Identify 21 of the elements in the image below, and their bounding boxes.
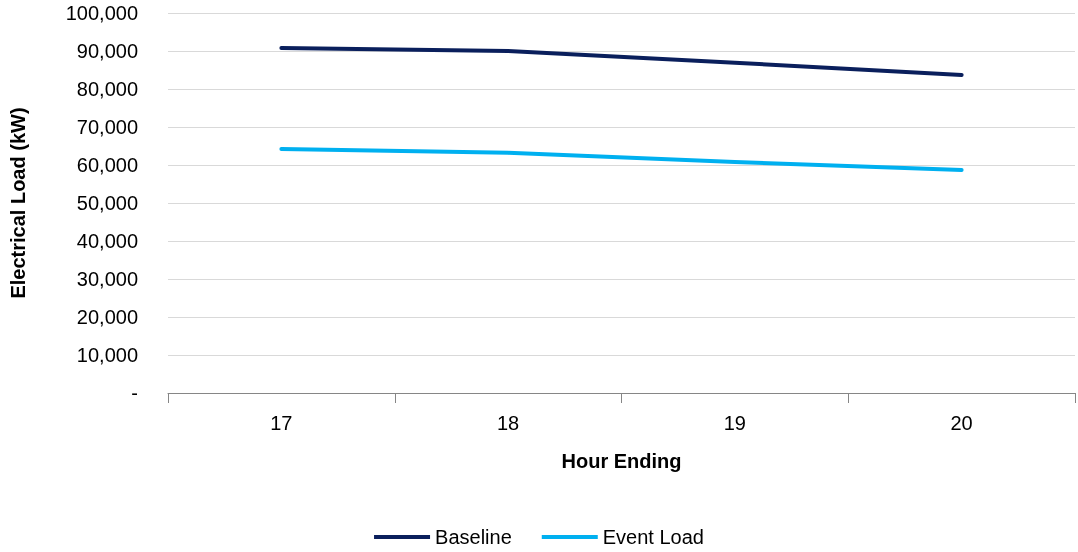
x-tick-label: 18 — [497, 412, 520, 434]
x-tick-label: 20 — [950, 412, 973, 434]
y-tick-label: 70,000 — [76, 116, 138, 138]
y-tick-label: 90,000 — [76, 40, 138, 62]
y-tick-label: 20,000 — [76, 306, 138, 328]
y-tick-label: 100,000 — [65, 2, 138, 24]
y-tick-label: - — [131, 382, 138, 404]
y-tick-label: 30,000 — [76, 268, 138, 290]
x-axis-title: Hour Ending — [561, 450, 682, 472]
y-axis-title: Electrical Load (kW) — [7, 107, 29, 299]
line-series — [279, 45, 964, 77]
x-tick-label: 19 — [723, 412, 746, 434]
y-tick-label: 40,000 — [76, 230, 138, 252]
y-tick-label: 10,000 — [76, 344, 138, 366]
y-tick-label: 60,000 — [76, 154, 138, 176]
x-tick-label: 17 — [270, 412, 293, 434]
line-series — [279, 147, 964, 172]
legend-label: Event Load — [602, 526, 704, 548]
y-tick-label: 80,000 — [76, 78, 138, 100]
legend-label: Baseline — [435, 526, 512, 548]
y-tick-label: 50,000 — [76, 192, 138, 214]
